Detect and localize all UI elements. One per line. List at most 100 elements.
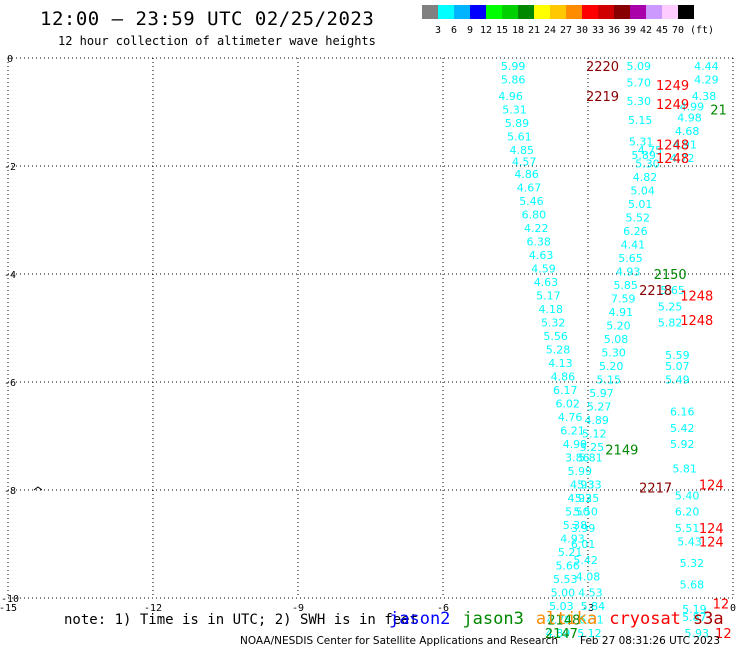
x-tick-label: -9: [292, 603, 304, 614]
legend-label: 39: [623, 25, 637, 36]
legend-swatch: [582, 5, 598, 19]
y-tick-label: -8: [4, 486, 16, 497]
legend-swatch: [486, 5, 502, 19]
legend-label: 6: [450, 25, 458, 36]
wave-height-value: 6.38: [526, 236, 551, 249]
pass-label: 2217: [639, 481, 672, 496]
wave-height-value: 5.20: [599, 360, 624, 373]
wave-height-value: 5.99: [568, 465, 593, 478]
wave-height-value: 5.32: [680, 557, 705, 570]
wave-height-value: 5.01: [628, 198, 653, 211]
wave-height-value: 4.63: [534, 276, 559, 289]
wave-height-value: 5.82: [658, 317, 683, 330]
wave-height-value: 5.30: [601, 346, 626, 359]
wave-height-value: 5.12: [582, 427, 607, 440]
wave-height-value: 5.53: [553, 573, 578, 586]
wave-height-value: 5.52: [626, 211, 651, 224]
pass-label: 1248: [656, 138, 689, 153]
legend-swatch: [550, 5, 566, 19]
x-tick-label: -6: [437, 603, 449, 614]
pass-label: 2150: [654, 268, 687, 283]
wave-height-value: 6.16: [670, 406, 695, 419]
legend-swatch: [438, 5, 454, 19]
wave-height-value: 5.12: [577, 627, 602, 640]
wave-height-value: 4.29: [694, 74, 719, 87]
wave-height-value: 5.81: [578, 452, 603, 465]
wave-height-value: 5.51: [675, 522, 700, 535]
wave-height-value: 4.99: [563, 438, 588, 451]
wave-height-value: 4.68: [675, 125, 700, 138]
wave-height-value: 7.59: [611, 292, 636, 305]
page-title: 12:00 – 23:59 UTC 02/25/2023: [40, 8, 375, 30]
satellite-jason2: jason2: [389, 609, 451, 629]
y-tick-label: -4: [4, 270, 16, 281]
wave-height-value: 4.13: [548, 357, 573, 370]
wave-height-value: 4.57: [512, 156, 537, 169]
wave-height-value: 5.21: [558, 546, 583, 559]
wave-height-value: 5.89: [505, 117, 530, 130]
wave-height-value: 5.50: [565, 506, 590, 519]
wave-height-value: 5.27: [587, 400, 612, 413]
wave-height-value: 4.75: [638, 144, 663, 157]
wave-height-value: 4.18: [539, 303, 564, 316]
x-tick-label: 0: [730, 603, 736, 614]
legend-swatch: [630, 5, 646, 19]
wave-height-value: 5.89: [631, 149, 656, 162]
wave-height-value: 4.67: [517, 182, 542, 195]
page-subtitle: 12 hour collection of altimeter wave hei…: [58, 34, 376, 48]
pass-label: 1248: [656, 152, 689, 167]
pass-label: 2147: [545, 627, 578, 642]
pass-label: 2218: [639, 284, 672, 299]
legend-label: 15: [495, 25, 509, 36]
wave-height-value: 5.07: [665, 360, 690, 373]
satellite-altika: altika: [535, 609, 598, 629]
wave-height-value: 5.15: [597, 373, 622, 386]
legend-swatch: [662, 5, 678, 19]
wave-height-value: 4.91: [609, 306, 634, 319]
wave-height-value: 5.31: [629, 136, 654, 149]
legend-label: 12: [479, 25, 493, 36]
wave-height-value: 5.20: [606, 319, 631, 332]
legend-label: 70: [671, 25, 685, 36]
wave-height-value: 6.21: [560, 425, 585, 438]
pass-label: 1248: [680, 314, 713, 329]
wave-height-value: 5.40: [675, 489, 700, 502]
wave-height-value: 4.22: [524, 222, 549, 235]
wave-height-value: 6.31: [579, 614, 604, 627]
wave-height-value: 4.89: [546, 627, 571, 640]
wave-height-value: 3.99: [571, 522, 596, 535]
legend-swatch: [614, 5, 630, 19]
legend-label: 33: [591, 25, 605, 36]
wave-height-value: 5.25: [580, 441, 605, 454]
wave-height-value: 5.32: [541, 317, 566, 330]
wave-height-value: 6.20: [675, 506, 700, 519]
wave-height-value: 4.93: [570, 479, 595, 492]
legend-swatch: [502, 5, 518, 19]
wave-height-value: 4.38: [692, 90, 717, 103]
legend-label: 3: [434, 25, 442, 36]
legend-label: 42: [639, 25, 653, 36]
satellite-legend: jason2 jason3 altika cryosat s3a: [389, 609, 736, 629]
coastline-fragment-icon: [33, 486, 43, 491]
y-tick-label: 0: [7, 54, 13, 65]
wave-height-value: 5.19: [682, 603, 707, 616]
wave-height-value: 5.09: [627, 60, 652, 73]
wave-height-value: 5.25: [575, 492, 600, 505]
wave-height-value: 6.02: [555, 398, 580, 411]
wave-height-value: 5.15: [628, 114, 653, 127]
wave-height-points: 5.995.864.965.315.895.614.854.574.864.67…: [498, 60, 718, 640]
wave-height-value: 5.33: [577, 479, 602, 492]
generated-timestamp: Feb 27 08:31:26 UTC 2023: [580, 635, 720, 647]
wave-height-value: 5.30: [627, 95, 652, 108]
wave-height-value: 5.03: [549, 600, 574, 613]
wave-height-value: 4.76: [558, 411, 583, 424]
wave-height-value: 6.26: [623, 225, 648, 238]
wave-height-value: 4.99: [680, 101, 705, 114]
wave-height-value: 4.86: [551, 371, 576, 384]
wave-height-value: 5.86: [501, 74, 526, 87]
wave-height-value: 5.17: [536, 290, 561, 303]
wave-height-value: 5.66: [555, 560, 580, 573]
wave-height-value: 5.68: [680, 579, 705, 592]
satellite-s3a: s3a: [692, 609, 724, 629]
pass-label: 2148: [547, 614, 580, 629]
